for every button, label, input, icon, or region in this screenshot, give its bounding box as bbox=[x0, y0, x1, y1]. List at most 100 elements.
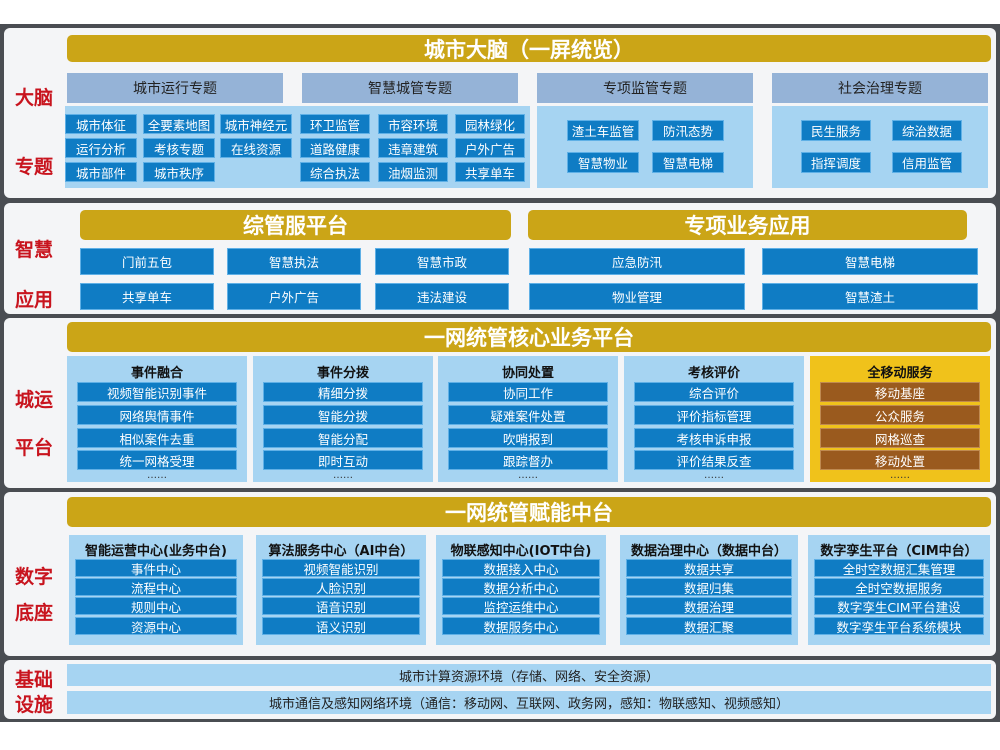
platform-item[interactable]: 移动基座 bbox=[820, 382, 980, 402]
side-label: 平台 bbox=[14, 437, 53, 459]
base-item[interactable]: 数据接入中心 bbox=[442, 559, 600, 577]
platform-item[interactable]: 考核申诉申报 bbox=[634, 428, 794, 448]
infra-row: 城市计算资源环境（存储、网络、安全资源） bbox=[67, 664, 991, 686]
brain-title: 城市大脑（一屏统览） bbox=[67, 35, 991, 62]
app-button[interactable]: 应急防汛 bbox=[529, 248, 745, 275]
topic-button[interactable]: 渣土车监管 bbox=[567, 120, 639, 141]
platform-item[interactable]: 精细分拨 bbox=[263, 382, 423, 402]
platform-item[interactable]: 网格巡查 bbox=[820, 428, 980, 448]
base-item[interactable]: 流程中心 bbox=[75, 578, 237, 596]
column-header: 事件分拨 bbox=[316, 366, 369, 381]
side-label: 设施 bbox=[14, 694, 53, 716]
base-item[interactable]: 数据归集 bbox=[626, 578, 792, 596]
topic-button[interactable]: 综合执法 bbox=[300, 162, 370, 182]
base-item[interactable]: 事件中心 bbox=[75, 559, 237, 577]
side-label: 专题 bbox=[14, 156, 53, 178]
ellipsis: …… bbox=[147, 470, 167, 481]
base-item[interactable]: 视频智能识别 bbox=[262, 559, 420, 577]
platform-item[interactable]: 网络舆情事件 bbox=[77, 405, 237, 425]
side-label: 大脑 bbox=[14, 87, 53, 109]
app-button[interactable]: 智慧市政 bbox=[375, 248, 509, 275]
platform-item[interactable]: 视频智能识别事件 bbox=[77, 382, 237, 402]
topic-button[interactable]: 园林绿化 bbox=[455, 114, 525, 134]
base-item[interactable]: 数字孪生CIM平台建设 bbox=[814, 597, 984, 615]
topic-button[interactable]: 环卫监管 bbox=[300, 114, 370, 134]
topic-button[interactable]: 市容环境 bbox=[378, 114, 448, 134]
platform-item[interactable]: 评价指标管理 bbox=[634, 405, 794, 425]
column-header: 智能运营中心(业务中台) bbox=[85, 544, 227, 559]
category-header: 专项监管专题 bbox=[537, 73, 753, 103]
topic-button[interactable]: 智慧物业 bbox=[567, 152, 639, 173]
platform-item[interactable]: 移动处置 bbox=[820, 450, 980, 470]
column-header: 事件融合 bbox=[130, 366, 183, 381]
base-title: 一网统管赋能中台 bbox=[67, 497, 991, 527]
platform-item[interactable]: 公众服务 bbox=[820, 405, 980, 425]
base-item[interactable]: 数据分析中心 bbox=[442, 578, 600, 596]
side-label: 智慧 bbox=[14, 239, 53, 261]
topic-button[interactable]: 全要素地图 bbox=[143, 114, 215, 134]
base-item[interactable]: 全时空数据汇集管理 bbox=[814, 559, 984, 577]
side-label: 应用 bbox=[14, 289, 53, 311]
base-item[interactable]: 规则中心 bbox=[75, 597, 237, 615]
topic-button[interactable]: 共享单车 bbox=[455, 162, 525, 182]
platform-item[interactable]: 相似案件去重 bbox=[77, 428, 237, 448]
topic-button[interactable]: 智慧电梯 bbox=[652, 152, 724, 173]
topic-button[interactable]: 户外广告 bbox=[455, 138, 525, 158]
base-item[interactable]: 人脸识别 bbox=[262, 578, 420, 596]
base-item[interactable]: 语义识别 bbox=[262, 617, 420, 635]
base-item[interactable]: 资源中心 bbox=[75, 617, 237, 635]
topic-button[interactable]: 违章建筑 bbox=[378, 138, 448, 158]
category-body bbox=[772, 106, 988, 188]
topic-button[interactable]: 在线资源 bbox=[220, 138, 292, 158]
platform-item[interactable]: 跟踪督办 bbox=[448, 450, 608, 470]
platform-item[interactable]: 综合评价 bbox=[634, 382, 794, 402]
topic-button[interactable]: 防汛态势 bbox=[652, 120, 724, 141]
topic-button[interactable]: 油烟监测 bbox=[378, 162, 448, 182]
platform-item[interactable]: 协同工作 bbox=[448, 382, 608, 402]
category-header: 社会治理专题 bbox=[772, 73, 988, 103]
topic-button[interactable]: 道路健康 bbox=[300, 138, 370, 158]
topic-button[interactable]: 城市秩序 bbox=[143, 162, 215, 182]
platform-item[interactable]: 智能分拨 bbox=[263, 405, 423, 425]
column-header: 数字孪生平台（CIM中台） bbox=[820, 544, 978, 559]
platform-item[interactable]: 吹哨报到 bbox=[448, 428, 608, 448]
base-item[interactable]: 数据服务中心 bbox=[442, 617, 600, 635]
ellipsis: …… bbox=[890, 470, 910, 481]
platform-item[interactable]: 智能分配 bbox=[263, 428, 423, 448]
topic-button[interactable]: 城市神经元 bbox=[220, 114, 292, 134]
app-button[interactable]: 智慧电梯 bbox=[762, 248, 978, 275]
app-button[interactable]: 户外广告 bbox=[227, 283, 361, 310]
base-item[interactable]: 数据共享 bbox=[626, 559, 792, 577]
topic-button[interactable]: 民生服务 bbox=[801, 120, 871, 141]
base-item[interactable]: 数据治理 bbox=[626, 597, 792, 615]
side-label: 城运 bbox=[14, 389, 53, 411]
platform-item[interactable]: 疑难案件处置 bbox=[448, 405, 608, 425]
topic-button[interactable]: 考核专题 bbox=[143, 138, 215, 158]
app-button[interactable]: 共享单车 bbox=[80, 283, 214, 310]
base-item[interactable]: 全时空数据服务 bbox=[814, 578, 984, 596]
topic-button[interactable]: 综治数据 bbox=[892, 120, 962, 141]
app-button[interactable]: 违法建设 bbox=[375, 283, 509, 310]
column-header: 物联感知中心(IOT中台) bbox=[450, 544, 592, 559]
base-item[interactable]: 数字孪生平台系统模块 bbox=[814, 617, 984, 635]
platform-item[interactable]: 评价结果反查 bbox=[634, 450, 794, 470]
topic-button[interactable]: 城市体征 bbox=[65, 114, 137, 134]
topic-button[interactable]: 指挥调度 bbox=[801, 152, 871, 173]
app-button[interactable]: 门前五包 bbox=[80, 248, 214, 275]
base-item[interactable]: 数据汇聚 bbox=[626, 617, 792, 635]
column-header: 算法服务中心（AI中台） bbox=[268, 544, 414, 559]
topic-button[interactable]: 运行分析 bbox=[65, 138, 137, 158]
base-item[interactable]: 监控运维中心 bbox=[442, 597, 600, 615]
app-button[interactable]: 智慧渣土 bbox=[762, 283, 978, 310]
platform-item[interactable]: 统一网格受理 bbox=[77, 450, 237, 470]
ellipsis: …… bbox=[704, 470, 724, 481]
topic-button[interactable]: 信用监管 bbox=[892, 152, 962, 173]
topic-button[interactable]: 城市部件 bbox=[65, 162, 137, 182]
app-button[interactable]: 智慧执法 bbox=[227, 248, 361, 275]
platform-item[interactable]: 即时互动 bbox=[263, 450, 423, 470]
base-item[interactable]: 语音识别 bbox=[262, 597, 420, 615]
column-header: 数据治理中心（数据中台） bbox=[630, 544, 787, 559]
app-button[interactable]: 物业管理 bbox=[529, 283, 745, 310]
apps-left-title: 综管服平台 bbox=[80, 210, 511, 240]
ellipsis: …… bbox=[333, 470, 353, 481]
